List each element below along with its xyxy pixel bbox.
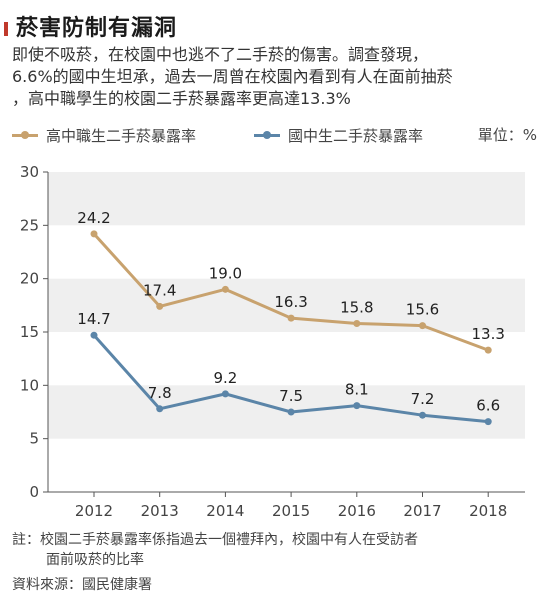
y-tick-label: 30 <box>20 163 39 181</box>
data-label-high-school: 13.3 <box>471 325 504 343</box>
legend-item-high-school: 高中職生二手菸暴露率 <box>12 124 196 146</box>
x-tick-label: 2017 <box>403 502 441 520</box>
x-tick-label: 2012 <box>75 502 113 520</box>
y-tick-label: 15 <box>20 323 39 341</box>
data-label-high-school: 19.0 <box>209 264 242 282</box>
data-point-junior-high <box>156 405 164 413</box>
legend-swatch-high-school <box>12 130 38 139</box>
data-point-high-school <box>90 230 98 238</box>
data-point-junior-high <box>353 402 361 410</box>
data-point-high-school <box>419 322 426 330</box>
y-tick-label: 0 <box>29 483 39 501</box>
legend-swatch-junior-high <box>254 130 280 139</box>
title-accent-mark <box>4 22 8 36</box>
legend: 高中職生二手菸暴露率 國中生二手菸暴露率 單位：% <box>12 124 537 146</box>
unit-label: 單位：% <box>477 126 537 144</box>
footnote: 註：校園二手菸暴露率係指過去一個禮拜內，校園中有人在受訪者 面前吸菸的比率 <box>12 530 532 570</box>
y-tick-label: 10 <box>20 376 39 394</box>
footnote-line-2: 面前吸菸的比率 <box>46 552 144 568</box>
chart-subtitle: 即使不吸菸，在校園中也逃不了二手菸的傷害。調查發現， 6.6%的國中生坦承，過去… <box>12 44 537 110</box>
title-bar: 菸害防制有漏洞 <box>0 8 542 41</box>
data-point-high-school <box>156 302 164 310</box>
data-label-junior-high: 7.5 <box>279 387 303 405</box>
data-label-junior-high: 7.2 <box>411 390 435 408</box>
data-label-high-school: 16.3 <box>274 293 307 311</box>
legend-label-junior-high: 國中生二手菸暴露率 <box>288 126 424 145</box>
chart-title: 菸害防制有漏洞 <box>16 15 178 41</box>
data-point-junior-high <box>221 390 229 398</box>
x-tick-label: 2018 <box>469 502 507 520</box>
x-tick-label: 2015 <box>272 502 310 520</box>
data-label-high-school: 15.6 <box>406 301 439 319</box>
data-label-high-school: 15.8 <box>340 298 373 316</box>
grid-band <box>48 278 525 332</box>
data-point-junior-high <box>484 418 492 426</box>
y-tick-label: 5 <box>29 430 39 448</box>
data-label-junior-high: 9.2 <box>213 369 237 387</box>
data-label-high-school: 24.2 <box>77 209 110 227</box>
data-label-junior-high: 14.7 <box>77 310 110 328</box>
data-point-high-school <box>484 346 492 354</box>
legend-item-junior-high: 國中生二手菸暴露率 <box>254 124 423 146</box>
x-tick-label: 2013 <box>141 502 179 520</box>
x-tick-label: 2016 <box>338 502 376 520</box>
data-label-junior-high: 6.6 <box>476 397 500 415</box>
data-point-high-school <box>353 319 361 327</box>
line-chart: 0 5 10 15 20 25 30 2012 2013 2014 2015 2016 2017 2018… <box>20 163 525 520</box>
data-point-junior-high <box>287 408 295 416</box>
data-source: 資料來源：國民健康署 <box>12 577 152 593</box>
footnote-line-1: 註：校園二手菸暴露率係指過去一個禮拜內，校園中有人在受訪者 <box>12 532 418 548</box>
y-tick-label: 25 <box>20 216 39 234</box>
data-label-junior-high: 8.1 <box>345 381 369 399</box>
data-point-junior-high <box>90 331 98 339</box>
subtitle-line-2: 6.6%的國中生坦承，過去一周曾在校園內看到有人在面前抽菸 <box>12 67 453 86</box>
data-label-high-school: 17.4 <box>143 281 176 299</box>
data-label-junior-high: 7.8 <box>148 384 172 402</box>
data-point-high-school <box>221 285 229 293</box>
legend-label-high-school: 高中職生二手菸暴露率 <box>46 126 197 145</box>
x-tick-label: 2014 <box>206 502 244 520</box>
subtitle-line-1: 即使不吸菸，在校園中也逃不了二手菸的傷害。調查發現， <box>12 45 429 64</box>
data-point-high-school <box>287 314 295 322</box>
grid-band <box>48 172 525 226</box>
subtitle-line-3: ，高中職學生的校園二手菸暴露率更高達13.3% <box>12 89 351 108</box>
y-tick-label: 20 <box>20 270 39 288</box>
data-point-junior-high <box>419 411 426 419</box>
